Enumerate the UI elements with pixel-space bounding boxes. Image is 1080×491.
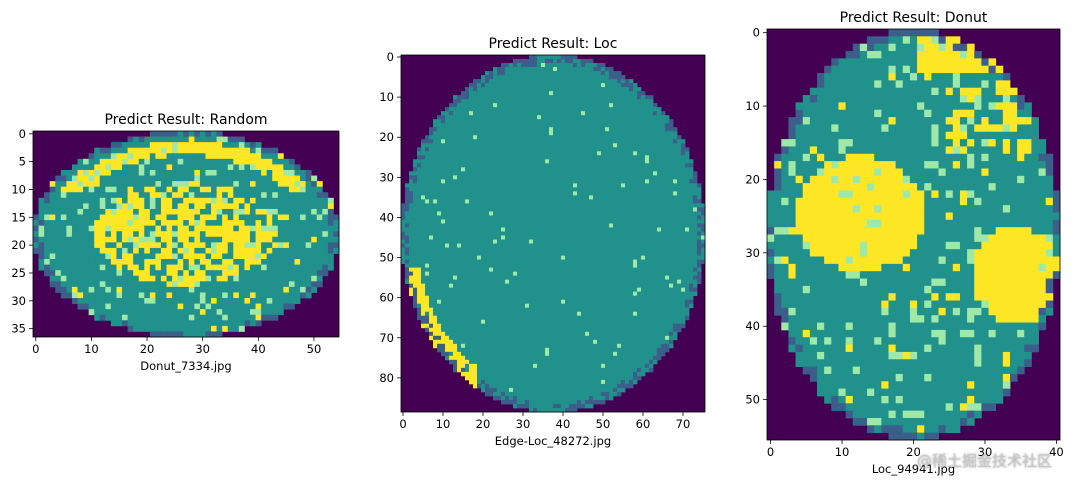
- y-tick-label: 0: [753, 26, 760, 40]
- x-axis-label: Edge-Loc_48272.jpg: [495, 434, 611, 448]
- heatmap-cells: [33, 131, 339, 337]
- watermark-text: @稀土掘金技术社区: [917, 450, 1052, 471]
- heatmap-cells: [401, 55, 705, 412]
- y-tick-label: 5: [19, 155, 26, 169]
- x-tick-label: 10: [436, 417, 451, 431]
- y-tick-label: 30: [745, 246, 760, 260]
- x-tick-label: 70: [676, 417, 691, 431]
- x-tick-label: 0: [32, 342, 39, 356]
- x-tick-label: 20: [476, 417, 491, 431]
- x-tick-label: 10: [835, 445, 850, 459]
- x-tick-label: 10: [84, 342, 99, 356]
- y-tick-label: 0: [19, 127, 26, 141]
- y-tick-label: 0: [387, 50, 394, 64]
- chart-panel-2: 0 10 20 30 40 50 60 70 0 10 20 30 40 50 60 70 80 Predict …: [379, 36, 705, 448]
- x-tick-label: 0: [767, 445, 774, 459]
- chart-title: Predict Result: Donut: [840, 10, 988, 26]
- y-tick-label: 50: [745, 393, 760, 407]
- x-tick-label: 40: [251, 342, 266, 356]
- x-tick-label: 50: [307, 342, 322, 356]
- y-tick-label: 35: [11, 322, 26, 336]
- y-tick-label: 15: [11, 210, 26, 224]
- y-tick-label: 30: [379, 170, 394, 184]
- y-tick-label: 80: [379, 371, 394, 385]
- x-tick-label: 60: [636, 417, 651, 431]
- chart-panel-1: 0 10 20 30 40 50 0 5 10 15 20 25 30 35 Predict Result:…: [11, 112, 339, 373]
- chart-title: Predict Result: Loc: [489, 36, 618, 52]
- y-tick-label: 10: [745, 99, 760, 113]
- y-tick-label: 70: [379, 331, 394, 345]
- x-tick-label: 40: [556, 417, 571, 431]
- y-tick-label: 40: [745, 319, 760, 333]
- y-tick-label: 10: [11, 182, 26, 196]
- x-tick-label: 0: [399, 417, 406, 431]
- y-tick-label: 20: [745, 172, 760, 186]
- y-tick-label: 60: [379, 291, 394, 305]
- y-tick-label: 25: [11, 266, 26, 280]
- x-axis-label: Donut_7334.jpg: [140, 359, 231, 373]
- x-tick-label: 50: [596, 417, 611, 431]
- y-tick-label: 20: [11, 238, 26, 252]
- x-tick-label: 30: [195, 342, 210, 356]
- x-tick-label: 30: [516, 417, 531, 431]
- x-tick-label: 20: [140, 342, 155, 356]
- heatmap-cells: [767, 29, 1060, 440]
- y-tick-label: 30: [11, 294, 26, 308]
- chart-title: Predict Result: Random: [104, 112, 267, 128]
- y-tick-label: 10: [379, 90, 394, 104]
- y-tick-label: 50: [379, 251, 394, 265]
- y-tick-label: 20: [379, 130, 394, 144]
- y-tick-label: 40: [379, 210, 394, 224]
